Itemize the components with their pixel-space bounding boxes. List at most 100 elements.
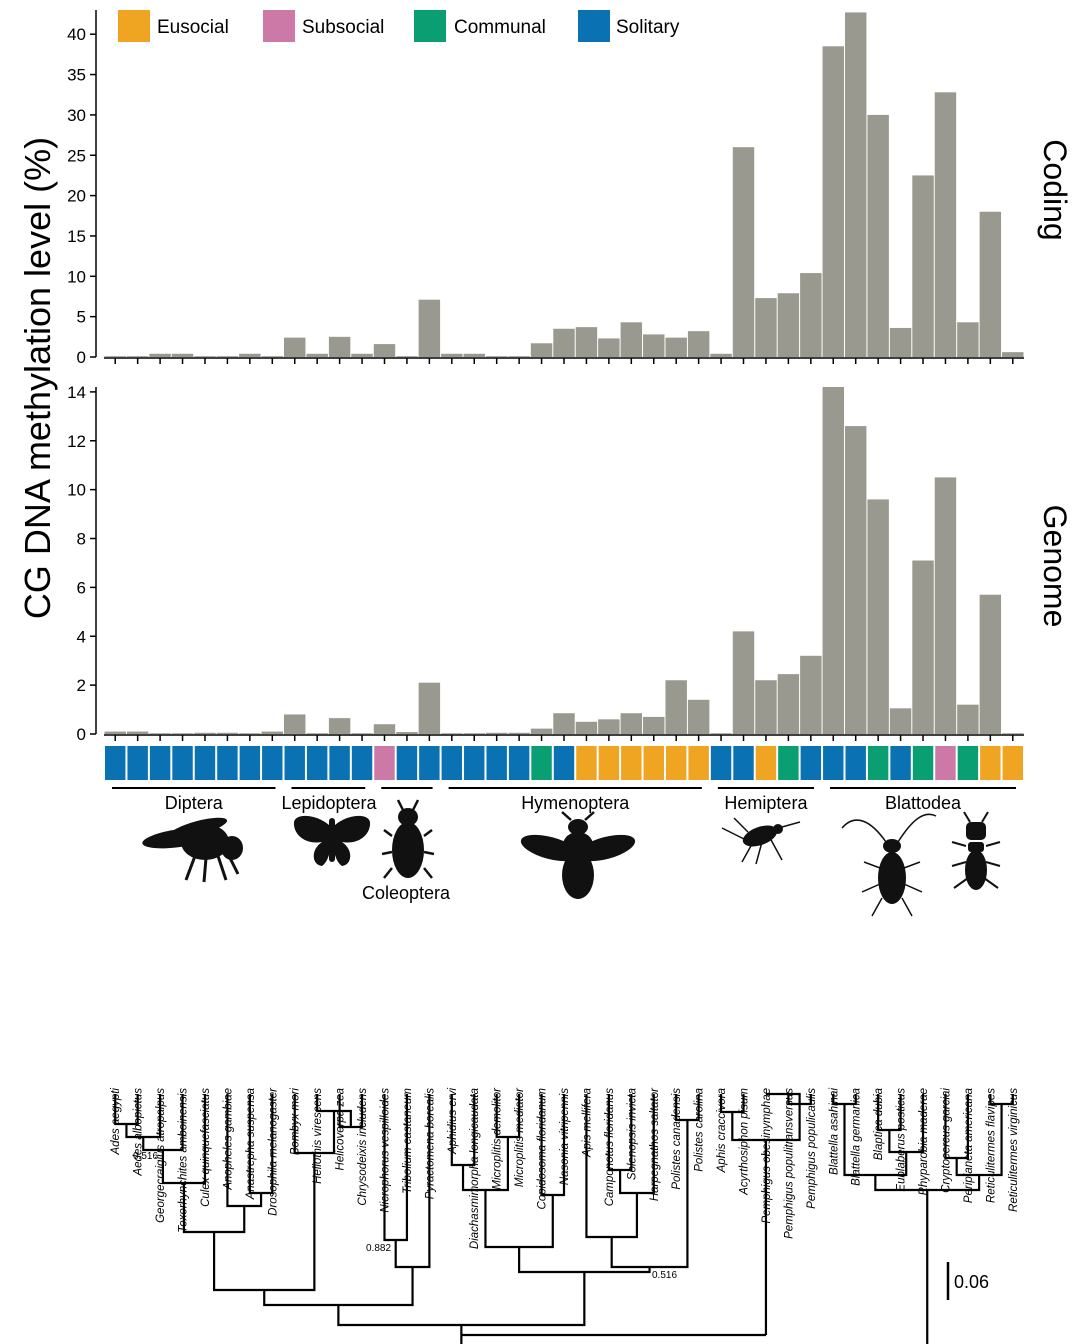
bar bbox=[239, 353, 261, 357]
legend-label: Subsocial bbox=[302, 17, 384, 38]
species-label: Microplitis demolitor bbox=[492, 1087, 504, 1190]
social-cell-solitary bbox=[329, 746, 350, 780]
social-cell-solitary bbox=[396, 746, 418, 780]
social-cell-solitary bbox=[553, 746, 575, 780]
social-cell-solitary bbox=[823, 746, 844, 780]
bar bbox=[284, 714, 306, 734]
bar bbox=[979, 211, 1002, 357]
species-label: Toxorhynchites amboinensis bbox=[178, 1088, 190, 1233]
bar bbox=[328, 336, 351, 357]
social-cell-eusocial bbox=[576, 746, 597, 780]
bar bbox=[957, 322, 979, 357]
bar bbox=[149, 733, 171, 734]
social-cell-solitary bbox=[239, 746, 261, 780]
social-cell-subsocial bbox=[935, 746, 956, 780]
bar bbox=[441, 353, 463, 357]
order-label: Hymenoptera bbox=[521, 793, 630, 813]
bar bbox=[598, 719, 620, 734]
social-cell-solitary bbox=[419, 746, 440, 780]
social-cell-eusocial bbox=[980, 746, 1001, 780]
bar bbox=[800, 273, 822, 357]
bar bbox=[126, 731, 149, 734]
social-cell-solitary bbox=[262, 746, 283, 780]
legend-label: Solitary bbox=[616, 17, 680, 38]
bar bbox=[957, 704, 979, 734]
bar bbox=[351, 353, 373, 357]
bar bbox=[553, 328, 575, 357]
social-cell-eusocial bbox=[1002, 746, 1023, 780]
species-label: Pemphigus populicaulis bbox=[806, 1088, 818, 1209]
social-cell-eusocial bbox=[755, 746, 777, 780]
panel-label-coding: Coding bbox=[1037, 139, 1073, 240]
bar bbox=[530, 343, 553, 357]
bar bbox=[620, 322, 643, 357]
bar bbox=[373, 724, 396, 734]
bar bbox=[463, 353, 485, 357]
social-cell-solitary bbox=[351, 746, 373, 780]
bar bbox=[687, 699, 710, 734]
social-cell-subsocial bbox=[374, 746, 395, 780]
bar bbox=[732, 147, 755, 357]
y-tick-label: 35 bbox=[67, 66, 86, 85]
bar bbox=[777, 293, 800, 357]
coding-panel: 0 5 10 15 20 25 30 35 40 bbox=[67, 10, 1024, 367]
bar bbox=[328, 718, 351, 734]
y-tick-label: 30 bbox=[67, 106, 86, 125]
bar bbox=[418, 299, 441, 357]
bar bbox=[1002, 733, 1024, 734]
social-cell-eusocial bbox=[665, 746, 687, 780]
genome-panel: 0 2 4 6 8 10 12 14 bbox=[67, 383, 1024, 744]
panel-label-genome: Genome bbox=[1037, 505, 1073, 628]
legend-label: Communal bbox=[454, 17, 546, 38]
termite-icon bbox=[951, 811, 1001, 890]
bar bbox=[508, 732, 530, 734]
bar bbox=[284, 337, 306, 357]
social-cell-communal bbox=[867, 746, 889, 780]
bar bbox=[553, 713, 575, 734]
species-label: Polistes carolina bbox=[694, 1088, 706, 1172]
bar bbox=[1002, 352, 1024, 357]
tree-branch bbox=[765, 1092, 801, 1104]
bar bbox=[396, 732, 418, 734]
social-cell-eusocial bbox=[643, 746, 664, 780]
social-cell-solitary bbox=[441, 746, 463, 780]
social-cell-solitary bbox=[890, 746, 911, 780]
social-cell-communal bbox=[912, 746, 934, 780]
social-cell-solitary bbox=[105, 746, 126, 780]
bar bbox=[889, 708, 912, 734]
bar bbox=[777, 674, 800, 734]
tree-branch bbox=[337, 1272, 586, 1327]
social-cell-eusocial bbox=[598, 746, 620, 780]
bar bbox=[396, 356, 418, 357]
bar bbox=[800, 655, 822, 734]
bar bbox=[194, 732, 216, 734]
bootstrap-label: 0.516 bbox=[652, 1270, 677, 1281]
social-cell-solitary bbox=[172, 746, 193, 780]
species-label: Helicoverpa zea bbox=[335, 1088, 347, 1170]
bar bbox=[530, 728, 553, 734]
species-label: Aedes albopictus bbox=[133, 1088, 145, 1177]
species-label: Chrysodeixis includens bbox=[357, 1088, 369, 1206]
bar bbox=[261, 356, 284, 357]
scale-label: 0.06 bbox=[954, 1272, 989, 1292]
species-label: Polistes canadensis bbox=[671, 1088, 683, 1190]
bar bbox=[889, 327, 912, 357]
tree-branch bbox=[518, 1247, 651, 1274]
social-cell-communal bbox=[957, 746, 979, 780]
species-label: Aphis craccivora bbox=[716, 1088, 728, 1173]
social-cell-solitary bbox=[306, 746, 328, 780]
tree-branch bbox=[460, 1140, 929, 1344]
order-label: Diptera bbox=[165, 793, 224, 813]
bar bbox=[934, 477, 957, 734]
cockroach-icon bbox=[841, 813, 937, 917]
bar bbox=[171, 733, 194, 734]
tree-branch bbox=[263, 1267, 414, 1307]
bar bbox=[665, 680, 687, 734]
bar bbox=[979, 594, 1002, 734]
moth-icon bbox=[293, 815, 371, 866]
bar bbox=[171, 353, 194, 357]
bar bbox=[373, 344, 396, 357]
bar bbox=[149, 353, 171, 357]
species-label: Georgecraigius atropalpus bbox=[155, 1088, 167, 1223]
tree-branch bbox=[182, 1183, 246, 1234]
